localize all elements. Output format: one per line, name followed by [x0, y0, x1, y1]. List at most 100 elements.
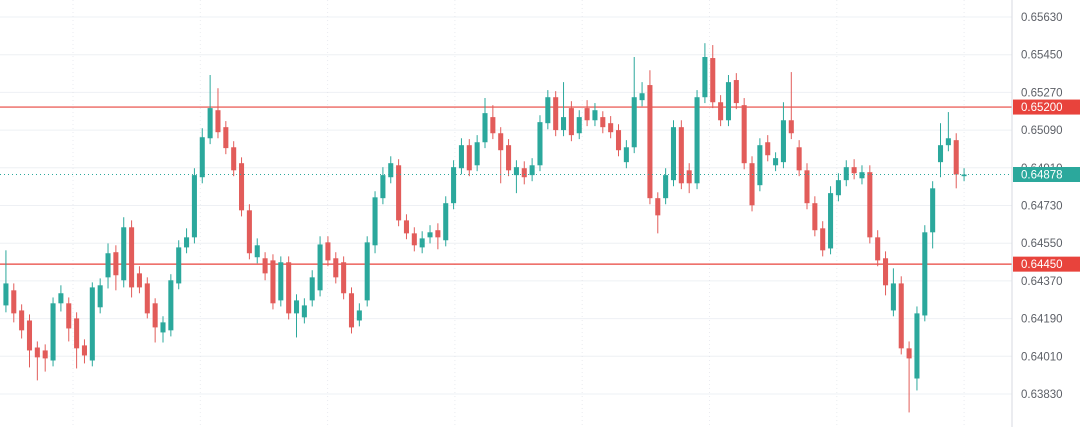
candle-down [647, 85, 653, 199]
candle-up [914, 313, 920, 379]
candle-down [325, 242, 331, 261]
candle-up [301, 305, 307, 318]
candle-up [474, 142, 480, 166]
candle-up [859, 172, 865, 179]
candle-up [576, 117, 582, 134]
candle-up [639, 93, 645, 101]
price-level-badge [1013, 256, 1080, 272]
candle-down [231, 147, 237, 171]
candle-down [34, 347, 40, 358]
candle-down [215, 110, 221, 133]
candle-up [278, 262, 284, 301]
candle-down [348, 293, 355, 328]
candle-up [937, 145, 944, 163]
candle-up [443, 203, 449, 241]
candle-down [81, 345, 87, 356]
chart-pane[interactable] [0, 0, 1012, 427]
candle-up [97, 285, 103, 308]
candle-up [458, 145, 464, 169]
axis-tick-label: 0.64190 [1021, 314, 1063, 326]
price-badge-label: 0.65200 [1021, 102, 1063, 114]
candle-down [584, 108, 590, 121]
candle-up [50, 303, 56, 361]
candle-down [129, 227, 135, 288]
candle-down [749, 163, 755, 206]
candle-up [89, 287, 95, 361]
candle-up [121, 227, 127, 281]
candle-up [207, 108, 213, 139]
candle-down [466, 145, 472, 171]
axis-tick-label: 0.65630 [1021, 12, 1063, 24]
candle-down [733, 80, 739, 104]
candle-down [788, 120, 794, 134]
candle-down [113, 252, 119, 276]
candle-up [199, 137, 205, 178]
candle-down [765, 142, 771, 156]
candle-down [812, 203, 818, 231]
candle-down [867, 172, 873, 238]
axis-tick-label: 0.64010 [1021, 351, 1063, 363]
candle-down [498, 133, 504, 151]
axis-tick-label: 0.64370 [1021, 276, 1063, 288]
axis-tick-label: 0.64550 [1021, 238, 1063, 250]
candle-down [875, 237, 881, 261]
candle-down [396, 165, 402, 221]
candle-down [686, 170, 692, 184]
candle-up [160, 322, 166, 333]
axis-tick-label: 0.65450 [1021, 50, 1063, 62]
candle-up [663, 175, 669, 199]
candle-up [780, 120, 786, 163]
candle-up [364, 242, 370, 301]
candle-down [136, 273, 142, 288]
candle-down [246, 210, 252, 254]
price-badge-label: 0.64878 [1021, 170, 1063, 182]
candle-down [286, 262, 292, 314]
candle-down [19, 310, 25, 331]
candle-down [42, 350, 48, 359]
candle-up [702, 57, 708, 98]
candle-up [529, 165, 535, 176]
price-axis[interactable] [1012, 0, 1080, 427]
candle-up [419, 238, 425, 248]
candle-up [58, 293, 64, 304]
candle-down [600, 117, 606, 128]
candle-down [333, 258, 339, 278]
candle-up [694, 97, 700, 184]
candle-down [820, 228, 826, 251]
candle-down [74, 318, 80, 349]
candle-down [655, 198, 661, 216]
candle-down [411, 233, 417, 246]
candle-down [568, 108, 574, 136]
candle-down [270, 260, 276, 304]
price-badge-label: 0.64450 [1021, 259, 1063, 271]
candle-down [262, 258, 268, 274]
candle-down [741, 105, 747, 164]
candle-down [851, 167, 857, 174]
candle-up [317, 244, 323, 291]
candle-up [372, 197, 378, 246]
candle-up [961, 174, 967, 177]
candle-up [168, 280, 174, 331]
candle-up [670, 127, 677, 181]
candle-down [11, 290, 17, 314]
candle-up [482, 113, 488, 143]
candle-up [930, 188, 936, 233]
candle-up [757, 145, 763, 186]
candle-up [890, 283, 896, 311]
candle-down [26, 320, 33, 351]
candle-down [152, 303, 158, 328]
candle-down [435, 230, 441, 238]
candle-up [922, 232, 928, 316]
candle-up [545, 97, 551, 124]
candle-up [184, 237, 190, 248]
candle-up [105, 253, 111, 278]
candle-up [773, 158, 779, 166]
candle-down [710, 58, 716, 103]
candle-down [804, 170, 810, 204]
candle-up [388, 163, 394, 178]
candle-up [725, 82, 731, 121]
candle-up [380, 175, 386, 199]
candle-down [796, 147, 802, 171]
candle-up [631, 97, 637, 148]
